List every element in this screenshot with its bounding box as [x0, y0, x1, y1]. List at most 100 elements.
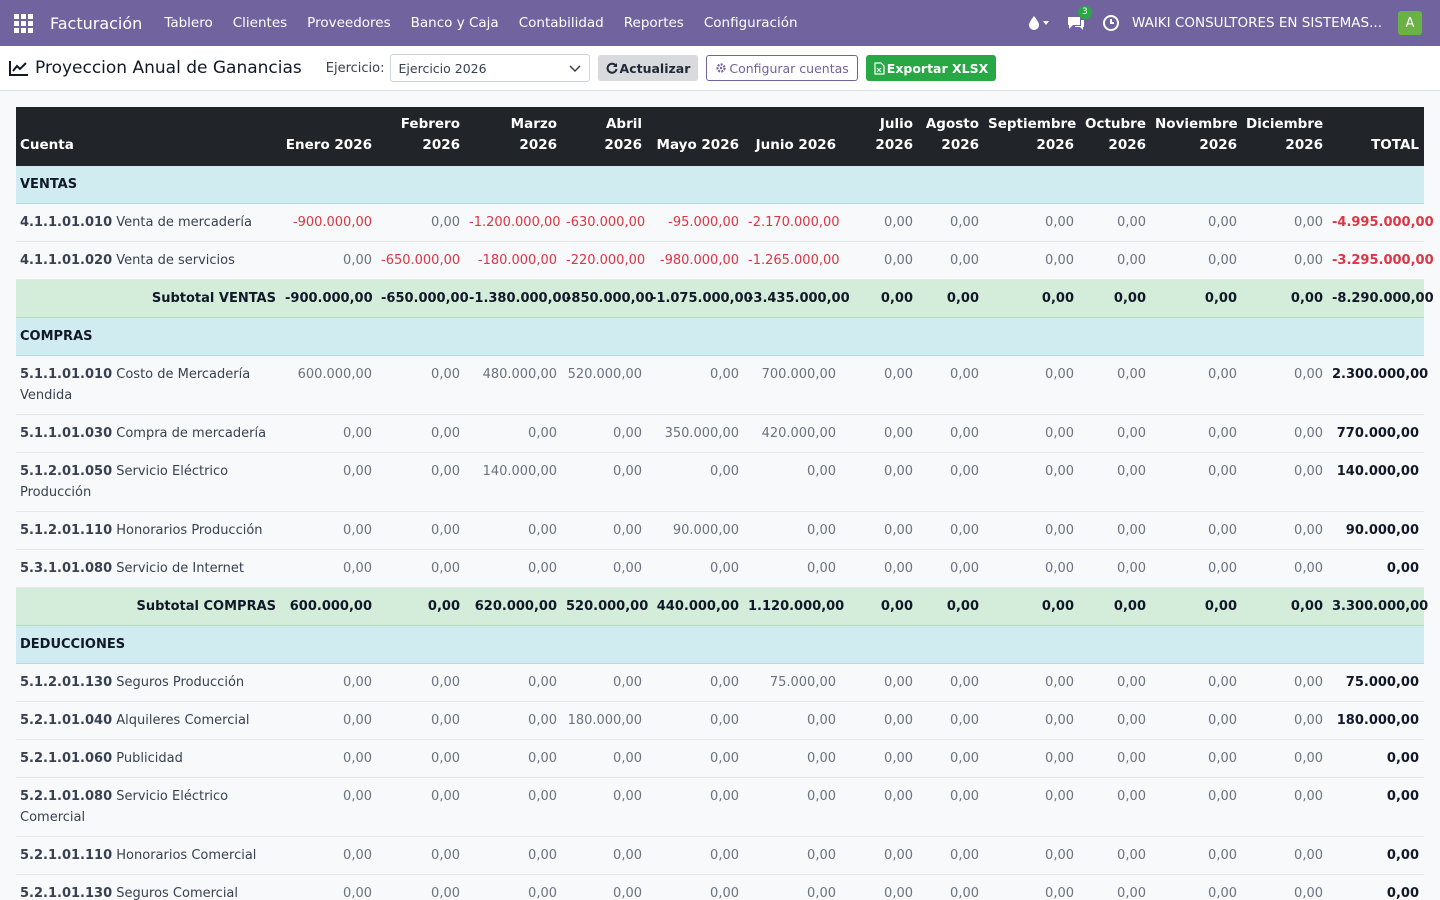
company-switcher[interactable]: WAIKI CONSULTORES EN SISTEMAS... [1131, 15, 1382, 31]
account-code: 5.1.1.01.030 [20, 426, 113, 441]
column-header: Abril 2026 [562, 107, 647, 166]
menu-item-reportes[interactable]: Reportes [623, 15, 684, 31]
menu-item-contabilidad[interactable]: Contabilidad [518, 15, 604, 31]
month-value-cell: 0,00 [562, 511, 647, 550]
month-value-cell: 0,00 [1242, 701, 1328, 740]
month-value-cell: 0,00 [984, 414, 1079, 453]
row-total-cell: -3.295.000,00 [1328, 241, 1434, 280]
month-value-cell: 0,00 [281, 452, 377, 512]
column-header: Junio 2026 [744, 107, 841, 166]
month-value-cell: 0,00 [647, 777, 744, 837]
table-header-row: Cuenta Enero 2026 Febrero 2026 Marzo 2026 Ab… [16, 107, 1424, 166]
month-value-cell: 0,00 [281, 511, 377, 550]
apps-grid-icon[interactable] [0, 0, 46, 46]
month-value-cell: 0,00 [984, 511, 1079, 550]
month-value-cell: 0,00 [647, 739, 744, 778]
month-value-cell: 0,00 [841, 836, 918, 875]
table-row[interactable]: 5.1.1.01.010 Costo de Mercadería Vendida… [16, 355, 1428, 415]
menu-item-proveedores[interactable]: Proveedores [307, 15, 391, 31]
subtotal-value-cell: 0,00 [984, 279, 1079, 318]
month-value-cell: 0,00 [377, 355, 465, 415]
month-value-cell: 0,00 [377, 701, 465, 740]
month-value-cell: 0,00 [1242, 241, 1328, 280]
water-drop-icon[interactable] [1028, 15, 1050, 31]
month-value-cell: 0,00 [281, 836, 377, 875]
table-row[interactable]: 5.2.1.01.040 Alquileres Comercial 0,00 0,0… [16, 701, 1424, 740]
row-total-cell: 2.300.000,00 [1328, 355, 1428, 415]
menu-item-banco-caja[interactable]: Banco y Caja [410, 15, 499, 31]
subtotal-value-cell: 0,00 [841, 587, 918, 626]
table-row[interactable]: 4.1.1.01.020 Venta de servicios 0,00 -650.… [16, 241, 1434, 280]
row-total-cell: -4.995.000,00 [1328, 203, 1434, 242]
month-value-cell: 0,00 [841, 355, 918, 415]
chat-icon[interactable]: 3 [1066, 6, 1092, 31]
month-value-cell: 0,00 [377, 414, 465, 453]
month-value-cell: 0,00 [918, 414, 984, 453]
month-value-cell: 0,00 [1079, 241, 1151, 280]
month-value-cell: 0,00 [1242, 452, 1328, 512]
month-value-cell: 0,00 [984, 452, 1079, 512]
table-row[interactable]: 5.1.2.01.130 Seguros Producción 0,00 0,00 0… [16, 663, 1424, 702]
month-value-cell: 0,00 [562, 663, 647, 702]
control-panel: Proyeccion Anual de Ganancias Ejercicio:… [0, 46, 1440, 91]
subtotal-value-cell: -1.380.000,00 [465, 279, 571, 318]
menu-item-configuracion[interactable]: Configuración [703, 15, 798, 31]
month-value-cell: 0,00 [918, 777, 984, 837]
clock-icon[interactable] [1102, 14, 1120, 32]
table-row[interactable]: 5.2.1.01.060 Publicidad 0,00 0,00 0,00 0,00 0… [16, 739, 1424, 778]
account-name: Honorarios Producción [116, 523, 263, 538]
month-value-cell: 0,00 [377, 777, 465, 837]
menu-item-clientes[interactable]: Clientes [232, 15, 288, 31]
refresh-button[interactable]: Actualizar [597, 55, 699, 81]
section-title: DEDUCCIONES [16, 625, 1424, 664]
subtotal-value-cell: 1.120.000,00 [744, 587, 844, 626]
subtotal-value-cell: 0,00 [841, 279, 918, 318]
table-row[interactable]: 5.1.2.01.050 Servicio Eléctrico Producci… [16, 452, 1424, 512]
table-row[interactable]: 4.1.1.01.010 Venta de mercadería -900.000… [16, 203, 1434, 242]
month-value-cell: 0,00 [841, 241, 918, 280]
table-row[interactable]: 5.2.1.01.110 Honorarios Comercial 0,00 0,0… [16, 836, 1424, 875]
table-row[interactable]: 5.3.1.01.080 Servicio de Internet 0,00 0,0… [16, 549, 1424, 588]
app-brand[interactable]: Facturación [50, 13, 143, 33]
table-row[interactable]: 5.1.1.01.030 Compra de mercadería 0,00 0,0… [16, 414, 1424, 453]
month-value-cell: 0,00 [1151, 701, 1242, 740]
row-total-cell: 0,00 [1328, 777, 1424, 837]
configure-accounts-button[interactable]: Configurar cuentas [706, 55, 858, 81]
menu-item-tablero[interactable]: Tablero [164, 15, 213, 31]
account-cell: 5.1.2.01.110 Honorarios Producción [16, 511, 281, 550]
table-row[interactable]: 5.1.2.01.110 Honorarios Producción 0,00 0,… [16, 511, 1424, 550]
month-value-cell: 140.000,00 [465, 452, 562, 512]
month-value-cell: 0,00 [281, 663, 377, 702]
export-xlsx-button[interactable]: Exportar XLSX [865, 55, 997, 81]
month-value-cell: 0,00 [377, 874, 465, 900]
month-value-cell: 0,00 [918, 874, 984, 900]
month-value-cell: 0,00 [647, 663, 744, 702]
month-value-cell: 0,00 [918, 739, 984, 778]
month-value-cell: 0,00 [281, 739, 377, 778]
month-value-cell: 0,00 [984, 663, 1079, 702]
month-value-cell: 0,00 [918, 203, 984, 242]
month-value-cell: 0,00 [647, 874, 744, 900]
month-value-cell: 0,00 [1079, 203, 1151, 242]
month-value-cell: 0,00 [1079, 452, 1151, 512]
subtotal-value-cell: 0,00 [1079, 279, 1151, 318]
column-header: Octubre 2026 [1079, 107, 1151, 166]
account-cell: 5.1.2.01.130 Seguros Producción [16, 663, 281, 702]
month-value-cell: 0,00 [744, 701, 841, 740]
month-value-cell: 0,00 [465, 874, 562, 900]
table-row[interactable]: 5.2.1.01.130 Seguros Comercial 0,00 0,00 0,… [16, 874, 1424, 900]
user-avatar[interactable]: A [1398, 11, 1422, 35]
table-row[interactable]: 5.2.1.01.080 Servicio Eléctrico Comercia… [16, 777, 1424, 837]
month-value-cell: -1.200.000,00 [465, 203, 562, 242]
fiscal-year-select[interactable]: Ejercicio 2026 [389, 54, 590, 82]
month-value-cell: 0,00 [562, 739, 647, 778]
subtotal-value-cell: 0,00 [377, 587, 465, 626]
month-value-cell: 0,00 [377, 663, 465, 702]
month-value-cell: 0,00 [465, 739, 562, 778]
month-value-cell: 0,00 [984, 241, 1079, 280]
month-value-cell: 0,00 [841, 874, 918, 900]
month-value-cell: 0,00 [1151, 355, 1242, 415]
account-name: Servicio Eléctrico Comercial [20, 789, 229, 825]
account-cell: 5.1.1.01.030 Compra de mercadería [16, 414, 281, 453]
month-value-cell: 0,00 [984, 739, 1079, 778]
